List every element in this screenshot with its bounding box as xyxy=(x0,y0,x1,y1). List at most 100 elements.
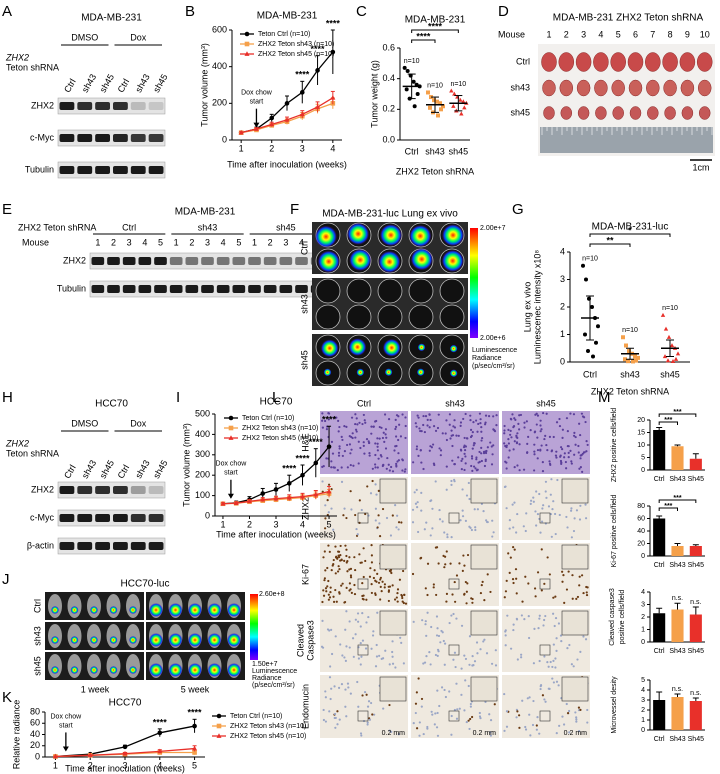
cell xyxy=(532,500,535,503)
cell xyxy=(346,466,349,469)
cell xyxy=(444,432,447,435)
cell xyxy=(436,654,439,657)
cell xyxy=(377,514,380,517)
cell xyxy=(546,660,549,664)
cell xyxy=(327,579,330,583)
tumor xyxy=(611,79,625,97)
inset-region xyxy=(539,644,551,656)
cell xyxy=(337,565,340,568)
cell xyxy=(465,437,469,440)
cell xyxy=(326,628,330,631)
cell xyxy=(476,508,479,511)
marker-label: start xyxy=(59,722,73,729)
signal xyxy=(356,368,365,377)
band-label: β-actin xyxy=(27,540,54,550)
cell xyxy=(341,654,344,657)
cell xyxy=(370,561,374,564)
signal xyxy=(109,606,118,614)
y-tick-label: 500 xyxy=(195,408,210,418)
cell xyxy=(327,598,330,601)
group-label: DMSO xyxy=(71,418,98,428)
cell xyxy=(568,709,571,713)
cell xyxy=(325,428,329,431)
cell xyxy=(552,500,555,503)
cell xyxy=(324,527,327,530)
cell xyxy=(422,414,425,418)
legend-marker xyxy=(216,733,222,738)
cell xyxy=(344,659,347,662)
cell xyxy=(465,602,468,605)
cell xyxy=(413,491,416,494)
cell xyxy=(374,579,377,582)
marker xyxy=(411,79,416,84)
cell xyxy=(395,414,399,417)
cell xyxy=(360,734,363,737)
cell xyxy=(557,622,561,625)
marker xyxy=(432,98,436,103)
cell xyxy=(396,460,399,463)
cell xyxy=(478,412,482,415)
cell xyxy=(473,508,476,511)
cell xyxy=(321,600,324,604)
marker xyxy=(439,107,443,112)
cell xyxy=(344,705,347,708)
cell xyxy=(567,570,570,573)
cell xyxy=(371,467,374,470)
cell xyxy=(536,414,540,417)
cell xyxy=(547,687,550,690)
cell xyxy=(412,722,415,725)
cell xyxy=(426,727,429,730)
cell xyxy=(364,421,367,424)
tumor xyxy=(542,79,556,97)
cell xyxy=(559,459,563,463)
cell xyxy=(345,645,348,648)
tumor xyxy=(662,52,678,72)
cell xyxy=(374,483,377,486)
mouse-number: 5 xyxy=(616,29,621,39)
cell xyxy=(383,586,386,589)
cell xyxy=(493,703,496,706)
lane-label: 3 xyxy=(283,237,288,247)
signal xyxy=(129,666,137,674)
cell xyxy=(575,509,579,512)
cell xyxy=(552,435,555,439)
y-tick-label: 200 xyxy=(195,470,210,480)
bar xyxy=(653,518,666,556)
y-tick-label: 0 xyxy=(641,727,645,734)
cell xyxy=(430,710,433,713)
cell xyxy=(321,426,324,429)
cell xyxy=(552,643,555,646)
y-tick-label: 100 xyxy=(195,490,210,500)
cell xyxy=(415,445,419,448)
cell xyxy=(460,624,464,627)
cell xyxy=(543,655,546,658)
bracket xyxy=(658,421,678,425)
cell xyxy=(354,633,357,636)
cell xyxy=(465,494,469,497)
cell xyxy=(453,419,456,422)
cell xyxy=(460,693,463,696)
blot-band xyxy=(130,102,146,110)
inset xyxy=(561,544,589,570)
cell xyxy=(429,534,432,537)
cell xyxy=(536,716,539,719)
cell xyxy=(360,508,363,512)
cell xyxy=(543,582,546,585)
arrow-head xyxy=(253,122,260,128)
tumor xyxy=(612,106,624,120)
row-label: sh45 xyxy=(32,656,42,676)
cell xyxy=(328,596,332,599)
cell xyxy=(387,589,391,592)
cell xyxy=(381,507,385,511)
colorbar-label: (p/sec/cm²/sr) xyxy=(252,682,295,689)
cell xyxy=(385,516,389,520)
cell xyxy=(376,445,379,448)
lane-label: sh45 xyxy=(98,72,116,94)
cell xyxy=(401,569,405,573)
cell xyxy=(345,425,348,429)
cell xyxy=(374,592,377,595)
cell xyxy=(508,449,511,452)
cell xyxy=(489,731,492,734)
cell xyxy=(527,615,530,618)
cell xyxy=(538,732,541,735)
